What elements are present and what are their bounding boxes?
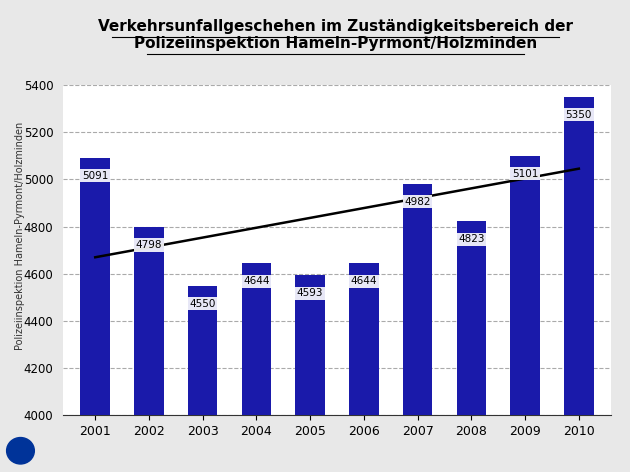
Circle shape xyxy=(6,438,34,464)
Text: 4550: 4550 xyxy=(190,299,216,309)
Bar xyxy=(349,263,379,472)
Text: 5350: 5350 xyxy=(566,110,592,120)
Bar xyxy=(295,276,325,472)
Bar xyxy=(510,156,540,472)
Text: Verkehrsunfallgeschehen im Zuständigkeitsbereich der
Polizeiinspektion Hameln-Py: Verkehrsunfallgeschehen im Zuständigkeit… xyxy=(98,19,573,51)
Text: 4644: 4644 xyxy=(351,277,377,287)
Text: 4593: 4593 xyxy=(297,288,323,298)
Bar xyxy=(457,221,486,472)
Bar xyxy=(134,227,164,472)
Text: 5101: 5101 xyxy=(512,169,538,178)
Bar xyxy=(564,97,593,472)
Bar xyxy=(81,158,110,472)
Bar xyxy=(242,263,272,472)
Text: Polizeiinspektion Hameln-Pyrmont/Holzminden: Polizeiinspektion Hameln-Pyrmont/Holzmin… xyxy=(16,122,25,350)
Text: 5091: 5091 xyxy=(82,171,108,181)
Bar xyxy=(403,184,432,472)
Text: 4982: 4982 xyxy=(404,197,431,207)
Text: 4798: 4798 xyxy=(135,240,163,250)
Bar xyxy=(188,286,217,472)
Text: 4644: 4644 xyxy=(243,277,270,287)
Text: 4823: 4823 xyxy=(458,234,484,244)
